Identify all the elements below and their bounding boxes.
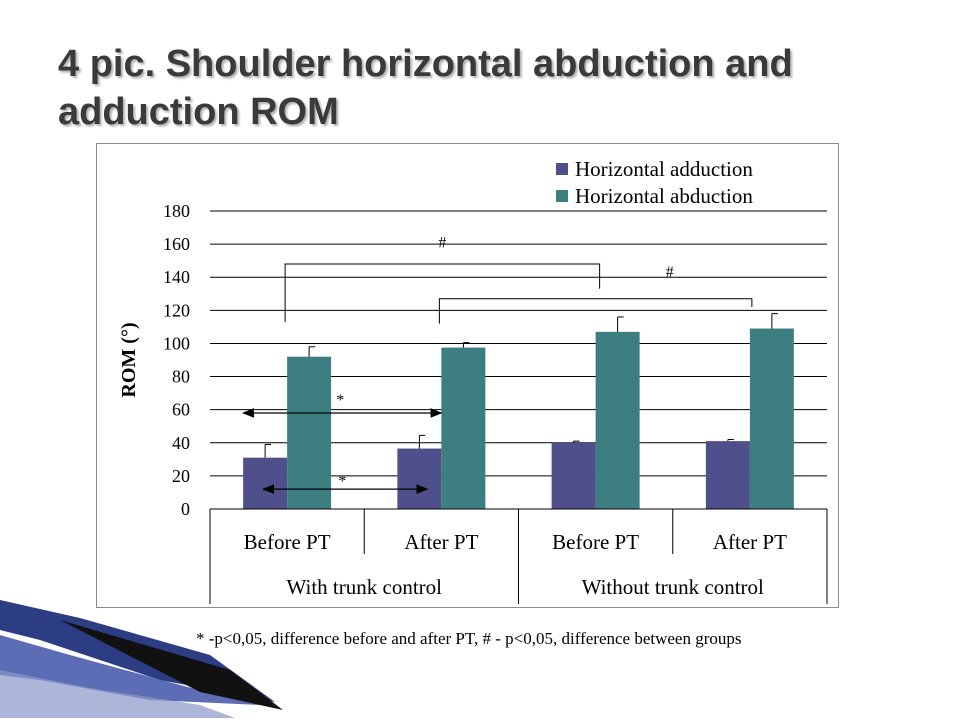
bar-abduction [287, 356, 332, 509]
y-tick-label: 20 [172, 466, 190, 486]
significance-mark: # [666, 264, 674, 281]
y-tick-label: 0 [181, 499, 190, 519]
significance-mark: # [438, 234, 446, 251]
x-tick-label: After PT [404, 530, 478, 554]
x-tick-label: Before PT [552, 530, 639, 554]
bar-adduction [705, 441, 750, 509]
y-tick-label: 140 [163, 267, 190, 287]
y-axis-label: ROM (°) [118, 322, 140, 397]
legend-label: Horizontal adduction [575, 157, 753, 181]
bar-adduction [397, 448, 442, 509]
significance-mark: * [338, 473, 346, 490]
legend-swatch [556, 163, 568, 175]
x-tick-label: After PT [713, 530, 787, 554]
x-tick-label: Before PT [244, 530, 331, 554]
y-tick-label: 60 [172, 400, 190, 420]
significance-bracket [284, 263, 601, 322]
slide-title: 4 pic. Shoulder horizontal abduction and… [58, 43, 793, 133]
y-tick-label: 80 [172, 367, 190, 387]
group-label: Without trunk control [582, 575, 764, 599]
bar-abduction [749, 328, 794, 509]
chart-area: 0 20 40 60 80 100 120 140 160 180 ROM (°) Before PT… [96, 143, 839, 608]
group-label: With trunk control [287, 575, 443, 599]
footnote: * -p<0,05, difference before and after P… [196, 629, 742, 648]
y-tick-label: 40 [172, 433, 190, 453]
decorative-swoosh [0, 600, 283, 718]
bar-adduction [243, 457, 288, 509]
y-tick-label: 180 [163, 201, 190, 221]
y-tick-label: 120 [163, 300, 190, 320]
legend-label: Horizontal abduction [575, 184, 753, 208]
bar-abduction [441, 347, 486, 509]
bar-adduction [551, 442, 596, 509]
bar-abduction [595, 331, 640, 509]
significance-mark: * [336, 392, 344, 409]
y-tick-label: 100 [163, 333, 190, 353]
y-tick-label: 160 [163, 234, 190, 254]
bar-chart: 0 20 40 60 80 100 120 140 160 180 ROM (°) Before PT… [118, 157, 828, 604]
legend-swatch [556, 190, 568, 202]
significance-bracket [438, 298, 753, 324]
